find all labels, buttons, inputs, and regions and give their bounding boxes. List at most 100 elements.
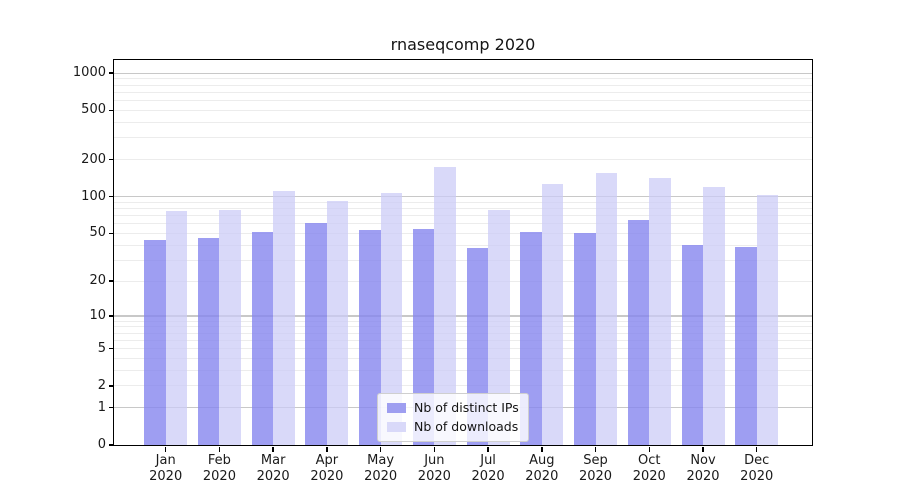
y-tick-mark bbox=[109, 195, 114, 198]
gridline-minor bbox=[114, 91, 812, 93]
gridline-minor bbox=[114, 84, 812, 86]
x-tick-year: 2020 bbox=[632, 469, 666, 484]
gridline-minor bbox=[114, 280, 812, 282]
y-tick-label: 0 bbox=[97, 437, 106, 452]
y-tick-label: 100 bbox=[81, 188, 106, 204]
x-tick-month: Sep bbox=[583, 453, 608, 468]
gridline-minor bbox=[114, 100, 812, 102]
y-tick-label: 5 bbox=[97, 340, 106, 356]
y-tick-mark bbox=[109, 406, 114, 409]
x-tick-label: May 2020 bbox=[346, 453, 416, 485]
bar-downloads bbox=[380, 193, 403, 445]
bar-distinct-ips bbox=[197, 237, 220, 445]
bar-downloads bbox=[703, 186, 725, 445]
bar-distinct-ips bbox=[520, 232, 542, 445]
y-tick-mark bbox=[109, 109, 114, 112]
y-tick-mark bbox=[109, 385, 114, 387]
plot-area: Nb of distinct IPs Nb of downloads bbox=[114, 60, 812, 445]
x-tick-mark bbox=[594, 446, 597, 452]
x-tick-mark bbox=[218, 446, 221, 452]
legend-swatch-downloads bbox=[387, 421, 406, 432]
chart-title: rnaseqcomp 2020 bbox=[390, 35, 536, 54]
x-tick-year: 2020 bbox=[364, 469, 398, 484]
x-tick-year: 2020 bbox=[686, 469, 720, 484]
gridline-minor bbox=[114, 201, 812, 203]
bar-downloads bbox=[488, 209, 510, 445]
bar-distinct-ips bbox=[251, 232, 274, 445]
bar-downloads bbox=[541, 183, 564, 445]
x-tick-label: Feb 2020 bbox=[184, 453, 254, 485]
legend-label-downloads: Nb of downloads bbox=[414, 419, 519, 434]
gridline-minor bbox=[114, 244, 812, 246]
gridline-minor bbox=[114, 232, 812, 234]
x-tick-label: Oct 2020 bbox=[614, 453, 684, 485]
y-tick-mark bbox=[109, 347, 114, 350]
x-tick-label: Apr 2020 bbox=[292, 453, 362, 485]
gridline-minor bbox=[114, 137, 812, 139]
gridline-minor bbox=[114, 348, 812, 350]
gridline-minor bbox=[114, 357, 812, 359]
gridline-minor bbox=[114, 223, 812, 225]
x-tick-label: Jun 2020 bbox=[399, 453, 469, 485]
gridline-major bbox=[114, 72, 812, 74]
x-tick-mark bbox=[379, 446, 382, 452]
x-tick-month: May bbox=[367, 453, 395, 468]
bar-downloads bbox=[219, 209, 241, 445]
x-tick-label: Jul 2020 bbox=[453, 453, 523, 485]
gridline-minor bbox=[114, 78, 812, 80]
x-tick-year: 2020 bbox=[149, 469, 183, 484]
gridline-minor bbox=[114, 332, 812, 334]
bar-downloads bbox=[649, 178, 671, 445]
x-tick-month: Aug bbox=[529, 453, 555, 468]
gridline-minor bbox=[114, 320, 812, 322]
x-tick-mark bbox=[702, 446, 704, 452]
bar-distinct-ips bbox=[359, 230, 381, 445]
legend: Nb of distinct IPs Nb of downloads bbox=[377, 393, 529, 442]
x-tick-month: Jan bbox=[155, 453, 176, 468]
x-tick-year: 2020 bbox=[471, 469, 505, 484]
gridline-minor bbox=[114, 339, 812, 341]
x-tick-month: Dec bbox=[744, 453, 770, 468]
x-tick-mark bbox=[164, 446, 167, 452]
y-tick-mark bbox=[109, 444, 114, 446]
x-tick-year: 2020 bbox=[202, 469, 236, 484]
gridline-minor bbox=[114, 215, 812, 217]
x-tick-label: Sep 2020 bbox=[561, 453, 631, 485]
x-tick-month: Oct bbox=[638, 453, 661, 468]
x-tick-label: Mar 2020 bbox=[238, 453, 308, 485]
y-tick-label: 20 bbox=[89, 273, 106, 289]
bar-downloads bbox=[326, 201, 349, 445]
x-tick-mark bbox=[326, 446, 328, 452]
bar-distinct-ips bbox=[735, 246, 757, 445]
bar-distinct-ips bbox=[305, 222, 327, 445]
x-tick-month: Jun bbox=[424, 453, 445, 468]
y-tick-mark bbox=[109, 280, 114, 282]
bar-downloads bbox=[756, 195, 779, 445]
x-tick-mark bbox=[487, 446, 489, 452]
gridline-minor bbox=[114, 208, 812, 210]
bar-downloads bbox=[273, 190, 295, 445]
y-tick-mark bbox=[109, 158, 114, 161]
gridline-minor bbox=[114, 369, 812, 371]
legend-label-distinct-ips: Nb of distinct IPs bbox=[414, 400, 519, 415]
x-tick-month: Feb bbox=[207, 453, 231, 468]
gridline-minor bbox=[114, 109, 812, 111]
gridline-minor bbox=[114, 121, 812, 123]
x-tick-label: Jan 2020 bbox=[131, 453, 201, 485]
y-tick-label: 10 bbox=[89, 307, 106, 323]
legend-entry-distinct-ips: Nb of distinct IPs bbox=[387, 400, 519, 415]
gridline-minor bbox=[114, 159, 812, 161]
y-tick-label: 2 bbox=[97, 377, 106, 393]
bar-downloads bbox=[595, 172, 618, 445]
y-tick-label: 500 bbox=[81, 102, 106, 118]
y-tick-label: 1 bbox=[97, 399, 106, 415]
x-tick-month: Apr bbox=[315, 453, 339, 468]
y-tick-mark bbox=[109, 232, 114, 235]
y-tick-mark bbox=[109, 315, 114, 317]
bar-distinct-ips bbox=[412, 229, 435, 445]
x-tick-year: 2020 bbox=[578, 469, 613, 484]
gridline-major bbox=[114, 196, 812, 198]
bar-distinct-ips bbox=[574, 233, 596, 445]
x-tick-month: Jul bbox=[480, 453, 496, 468]
